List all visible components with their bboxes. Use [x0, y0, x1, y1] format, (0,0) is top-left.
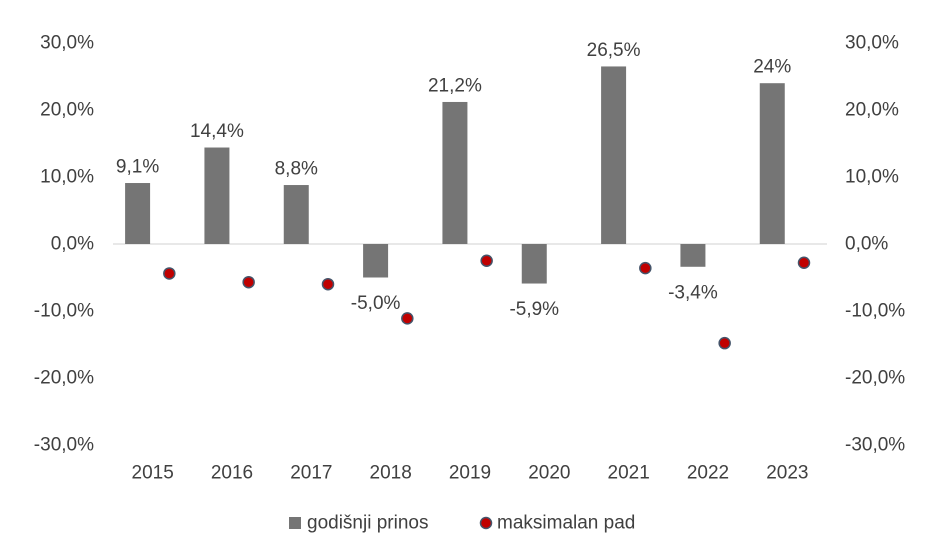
y-tick-label-left: 30,0% [40, 33, 94, 54]
bar [363, 244, 389, 278]
y-tick-label-left: 10,0% [40, 167, 94, 188]
bar-data-label: 14,4% [190, 121, 244, 142]
legend: godišnji prinos maksimalan pad [289, 513, 635, 534]
scatter-series [163, 254, 811, 350]
left-y-axis: 30,0% 20,0% 10,0% 0,0% -10,0% -20,0% -30,0% [34, 33, 94, 456]
scatter-point [401, 312, 414, 325]
bar [204, 147, 230, 244]
bar-data-label: -5,9% [509, 299, 559, 320]
legend-swatch-annual-return [289, 517, 301, 529]
x-tick-label: 2019 [449, 463, 491, 484]
bar-data-label: 24% [753, 57, 791, 78]
y-tick-label-right: -20,0% [845, 368, 905, 389]
y-tick-label-right: 30,0% [845, 33, 899, 54]
bar-data-label: -3,4% [668, 282, 718, 303]
y-tick-label-right: 20,0% [845, 100, 899, 121]
y-tick-label-right: 10,0% [845, 167, 899, 188]
x-tick-label: 2018 [370, 463, 412, 484]
bar-data-label: 26,5% [587, 40, 641, 61]
bar [759, 83, 785, 244]
x-tick-label: 2022 [687, 463, 729, 484]
bar [521, 244, 547, 284]
bar-data-label: 21,2% [428, 75, 482, 96]
x-axis: 2015 2016 2017 2018 2019 2020 2021 2022 2023 [132, 463, 809, 484]
y-tick-label-right: -10,0% [845, 301, 905, 322]
x-tick-label: 2023 [766, 463, 808, 484]
x-tick-label: 2017 [290, 463, 332, 484]
bar [125, 183, 151, 244]
bar-data-label: -5,0% [351, 293, 401, 314]
legend-label-annual-return: godišnji prinos [307, 513, 428, 534]
bar-data-label: 8,8% [275, 159, 318, 180]
scatter-point [163, 267, 176, 280]
scatter-point [242, 275, 255, 289]
bar-data-labels: 9,1% 14,4% 8,8% -5,0% 21,2% -5,9% 26,5% -3,4% 24… [116, 40, 791, 320]
scatter-point [718, 336, 731, 350]
scatter-point [321, 277, 335, 291]
y-tick-label-left: 0,0% [51, 234, 94, 255]
legend-swatch-max-drawdown [479, 516, 493, 530]
bar-data-label: 9,1% [116, 157, 159, 178]
right-y-axis: 30,0% 20,0% 10,0% 0,0% -10,0% -20,0% -30,0% [845, 33, 905, 456]
y-tick-label-left: -10,0% [34, 301, 94, 322]
y-tick-label-right: -30,0% [845, 435, 905, 456]
bar-series [125, 66, 785, 284]
bar [283, 185, 309, 244]
y-tick-label-right: 0,0% [845, 234, 888, 255]
y-tick-label-left: 20,0% [40, 100, 94, 121]
scatter-point [480, 254, 493, 267]
legend-label-max-drawdown: maksimalan pad [497, 513, 635, 534]
bar [680, 244, 706, 267]
x-tick-label: 2021 [608, 463, 650, 484]
y-tick-label-left: -30,0% [34, 435, 94, 456]
x-tick-label: 2016 [211, 463, 253, 484]
bar [601, 66, 627, 244]
y-tick-label-left: -20,0% [34, 368, 94, 389]
x-tick-label: 2020 [528, 463, 570, 484]
scatter-point [639, 261, 652, 275]
x-tick-label: 2015 [132, 463, 174, 484]
bar [442, 101, 468, 245]
scatter-point [797, 256, 811, 270]
